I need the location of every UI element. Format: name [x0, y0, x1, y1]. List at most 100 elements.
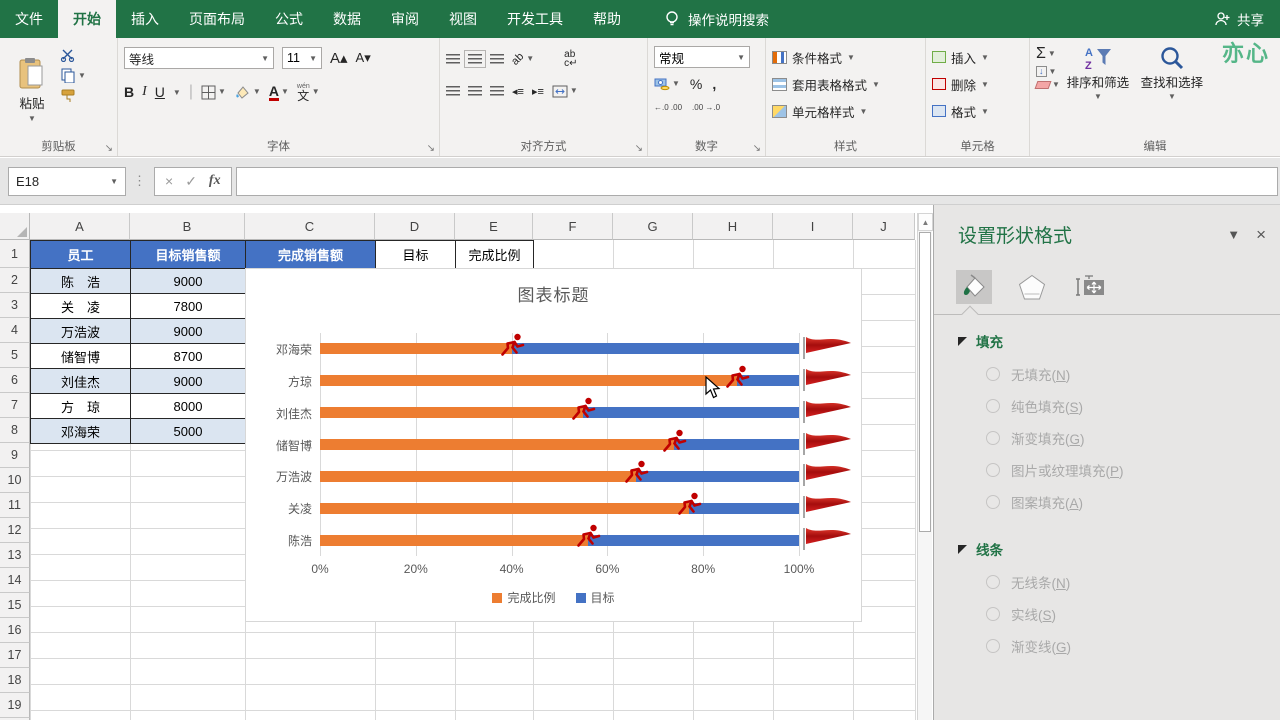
fill-option[interactable]: 无填充(N): [986, 359, 1280, 389]
row-header-10[interactable]: 10: [0, 468, 30, 493]
cut-button[interactable]: [60, 48, 86, 62]
radio-button-icon[interactable]: [986, 367, 1000, 381]
column-header-D[interactable]: D: [375, 213, 455, 240]
share-button[interactable]: 共享: [1214, 0, 1264, 38]
row-header-5[interactable]: 5: [0, 343, 30, 368]
fill-option[interactable]: 图片或纹理填充(P): [986, 455, 1280, 485]
row-header-7[interactable]: 7: [0, 393, 30, 418]
cell-B3[interactable]: 7800: [130, 293, 246, 319]
row-header-11[interactable]: 11: [0, 493, 30, 518]
row-header-14[interactable]: 14: [0, 568, 30, 593]
cell-A3[interactable]: 关 凌: [30, 293, 131, 319]
borders-button[interactable]: ▼: [201, 85, 226, 100]
font-size-select[interactable]: 11 ▼: [282, 47, 322, 69]
ribbon-tab-页面布局[interactable]: 页面布局: [189, 11, 245, 27]
worksheet-grid[interactable]: ABCDEFGHIJ123456789101112131415161718192…: [0, 213, 917, 720]
increase-indent-button[interactable]: ▸≡: [531, 85, 544, 98]
select-all-corner[interactable]: [0, 213, 30, 240]
decrease-indent-button[interactable]: ◂≡: [512, 85, 524, 98]
radio-button-icon[interactable]: [986, 495, 1000, 509]
line-section-header[interactable]: 线条: [934, 517, 1280, 559]
ribbon-tab-开始[interactable]: 开始: [58, 0, 116, 38]
conditional-format-button[interactable]: 条件格式 ▼: [772, 45, 919, 69]
delete-cells-button[interactable]: 删除 ▼: [932, 72, 1023, 96]
align-center-button[interactable]: [468, 86, 482, 96]
copy-button[interactable]: ▼: [60, 68, 86, 83]
tab-size-properties[interactable]: [1072, 270, 1108, 304]
cell-A5[interactable]: 储智博: [30, 343, 131, 369]
tab-effects[interactable]: [1014, 270, 1050, 304]
chart-bar-completion[interactable]: [320, 439, 675, 450]
chart-bar-target[interactable]: [320, 470, 799, 482]
line-option[interactable]: 实线(S): [986, 599, 1280, 629]
cell-B2[interactable]: 9000: [130, 268, 246, 294]
cell-E1[interactable]: 完成比例: [455, 240, 534, 269]
formula-bar-splitter[interactable]: ⋮: [133, 173, 147, 188]
chart-bar-target[interactable]: [320, 534, 799, 546]
align-left-button[interactable]: [446, 86, 460, 96]
wrap-text-button[interactable]: ab c↵: [564, 49, 578, 69]
insert-function-button[interactable]: fx: [208, 173, 221, 188]
orientation-button[interactable]: ab ▼: [509, 50, 535, 68]
radio-button-icon[interactable]: [986, 463, 1000, 477]
radio-button-icon[interactable]: [986, 639, 1000, 653]
chart-legend[interactable]: 完成比例 目标: [246, 589, 861, 606]
increase-decimal-button[interactable]: ←.0 .00: [654, 102, 683, 112]
ribbon-tab-公式[interactable]: 公式: [275, 11, 303, 27]
row-header-2[interactable]: 2: [0, 268, 30, 293]
chart-bar-target[interactable]: [320, 407, 799, 419]
alignment-dialog-launcher[interactable]: ↘: [634, 143, 643, 154]
column-header-A[interactable]: A: [30, 213, 130, 240]
ribbon-tab-数据[interactable]: 数据: [333, 11, 361, 27]
fill-section-header[interactable]: 填充: [934, 315, 1280, 351]
decrease-decimal-button[interactable]: .00 →.0: [692, 102, 721, 112]
find-select-button[interactable]: 查找和选择 ▼: [1136, 42, 1208, 138]
format-as-table-button[interactable]: 套用表格格式 ▼: [772, 72, 919, 96]
column-header-F[interactable]: F: [533, 213, 613, 240]
row-header-9[interactable]: 9: [0, 443, 30, 468]
cell-C1[interactable]: 完成销售额: [245, 240, 376, 269]
cell-styles-button[interactable]: 单元格样式 ▼: [772, 99, 919, 123]
chart-bar-target[interactable]: [320, 439, 799, 450]
chart-title[interactable]: 图表标题: [517, 286, 590, 305]
cancel-icon[interactable]: ×: [165, 173, 174, 189]
cell-B6[interactable]: 9000: [130, 368, 246, 394]
number-format-select[interactable]: 常规 ▼: [654, 46, 750, 68]
chart-bar-completion[interactable]: [320, 407, 584, 419]
column-header-G[interactable]: G: [613, 213, 693, 240]
tell-me-search[interactable]: 操作说明搜索: [664, 0, 769, 38]
radio-button-icon[interactable]: [986, 431, 1000, 445]
cell-A1[interactable]: 员工: [30, 240, 131, 269]
row-header-15[interactable]: 15: [0, 593, 30, 618]
grow-font-button[interactable]: A▴: [330, 50, 348, 67]
accounting-format-button[interactable]: ▼: [654, 77, 680, 91]
chart-bar-completion[interactable]: [320, 375, 737, 387]
bold-button[interactable]: B: [124, 84, 135, 100]
underline-dropdown[interactable]: ▼: [172, 87, 181, 97]
row-header-17[interactable]: 17: [0, 643, 30, 668]
panel-dropdown-icon[interactable]: ▼: [1227, 227, 1241, 242]
copy-dropdown[interactable]: ▼: [78, 70, 86, 80]
ribbon-tab-文件[interactable]: 文件: [15, 11, 43, 27]
name-box[interactable]: E18 ▼: [8, 166, 126, 196]
fill-option[interactable]: 纯色填充(S): [986, 391, 1280, 421]
line-option[interactable]: 渐变线(G): [986, 631, 1280, 661]
paste-button[interactable]: 粘贴 ▼: [6, 42, 58, 138]
paste-dropdown[interactable]: ▼: [28, 114, 36, 123]
shrink-font-button[interactable]: A▾: [355, 50, 371, 65]
formula-input[interactable]: [235, 166, 1278, 196]
cell-B8[interactable]: 5000: [130, 418, 246, 444]
clear-button[interactable]: ▼: [1034, 81, 1060, 89]
format-cells-button[interactable]: 格式 ▼: [932, 99, 1023, 123]
font-color-button[interactable]: A ▼: [268, 82, 289, 101]
chart-bar-target[interactable]: [320, 343, 799, 355]
row-header-16[interactable]: 16: [0, 618, 30, 643]
comma-style-button[interactable]: ,: [712, 76, 717, 92]
chart-bar-completion[interactable]: [320, 502, 689, 514]
cell-A6[interactable]: 刘佳杰: [30, 368, 131, 394]
chart-bar-completion[interactable]: [320, 343, 512, 355]
chart-bar-target[interactable]: [320, 375, 799, 387]
scroll-up-arrow[interactable]: ▲: [918, 213, 933, 231]
radio-button-icon[interactable]: [986, 607, 1000, 621]
vertical-scrollbar[interactable]: ▲: [917, 213, 933, 720]
